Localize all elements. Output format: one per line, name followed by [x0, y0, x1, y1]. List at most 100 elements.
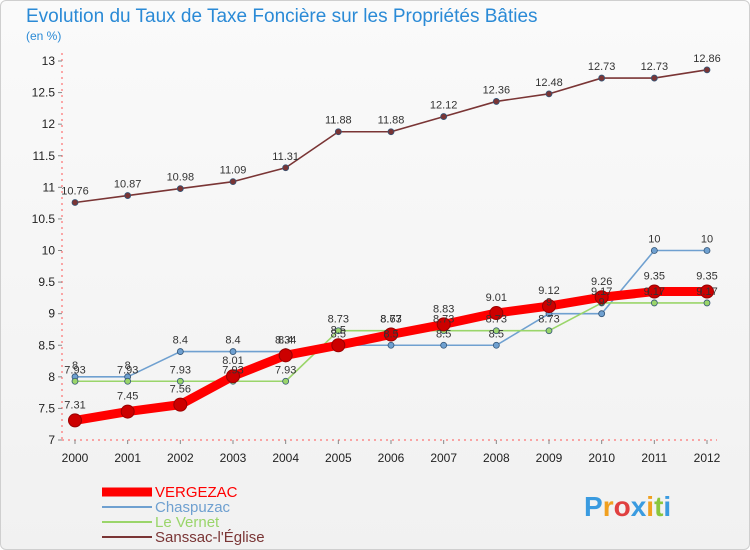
series-point [71, 377, 79, 385]
data-label: 8.73 [538, 314, 559, 326]
data-label: 9.17 [591, 286, 612, 298]
data-label: 9 [599, 297, 605, 309]
series-point [124, 192, 132, 199]
y-tick-label: 7 [48, 433, 55, 447]
data-label: 8.01 [222, 355, 243, 367]
x-tick-label: 2007 [430, 451, 457, 465]
brand-letter: i [663, 491, 671, 522]
chart-title: Evolution du Taux de Taxe Foncière sur l… [26, 6, 538, 27]
y-tick-label: 10 [42, 244, 56, 258]
brand-letter: i [646, 491, 654, 522]
x-tick-label: 2011 [641, 451, 667, 465]
data-label: 9.01 [486, 292, 507, 304]
data-label: 12.36 [483, 84, 511, 96]
x-tick-label: 2000 [62, 451, 89, 465]
data-label: 8.73 [433, 314, 454, 326]
y-tick-label: 12.5 [32, 86, 56, 100]
y-tick-label: 9 [48, 307, 55, 321]
series-point [542, 299, 556, 314]
data-label: 8.73 [328, 314, 349, 326]
data-label: 8.5 [383, 328, 398, 340]
data-label: 9.17 [644, 286, 665, 298]
series-point [124, 377, 132, 385]
data-label: 8 [72, 360, 78, 372]
data-label: 9.26 [591, 276, 612, 288]
series-point [492, 98, 500, 105]
series-point [278, 348, 293, 363]
legend-label: Sanssac-l'Église [155, 529, 265, 546]
data-label: 7.93 [64, 364, 85, 376]
data-label: 9 [546, 297, 552, 309]
data-label: 8.34 [275, 334, 296, 346]
data-label: 9.35 [644, 271, 665, 283]
data-label: 8.5 [331, 324, 346, 336]
y-tick-label: 11 [43, 180, 56, 194]
series-point [650, 74, 658, 82]
data-label: 11.31 [272, 151, 299, 163]
series-point [229, 178, 237, 186]
data-label: 12.48 [535, 77, 563, 89]
data-label: 8.5 [331, 328, 346, 340]
data-label: 9.35 [696, 271, 717, 283]
x-tick-label: 2005 [325, 451, 352, 465]
data-label: 8.5 [436, 328, 451, 340]
data-label: 10 [648, 234, 660, 246]
series-point [71, 199, 79, 206]
series-point [331, 338, 346, 353]
series-point [387, 341, 395, 349]
brand-letter: r [603, 491, 614, 522]
x-tick-label: 2006 [378, 451, 405, 465]
data-label: 7.93 [222, 364, 243, 376]
data-label: 7.56 [170, 384, 191, 396]
data-label: 11.88 [378, 115, 405, 127]
series-point [492, 341, 500, 349]
data-label: 11.88 [325, 115, 352, 127]
series-point [647, 284, 662, 299]
data-label: 8.67 [380, 314, 401, 326]
data-label: 8.4 [278, 335, 293, 347]
chart-subtitle: (en %) [26, 29, 61, 43]
brand-letter: x [631, 491, 647, 522]
x-tick-label: 2003 [220, 451, 247, 465]
series-point [226, 369, 240, 384]
series-point [334, 128, 342, 136]
data-label: 12.73 [588, 61, 616, 73]
series-point [703, 299, 711, 307]
data-label: 9.17 [696, 286, 717, 298]
legend-label: Le Vernet [155, 514, 220, 531]
data-label: 7.93 [117, 364, 138, 376]
series-point [594, 290, 609, 305]
data-label: 7.31 [64, 399, 85, 411]
y-tick-label: 7.5 [38, 401, 55, 415]
series-point [120, 404, 135, 419]
series-point [68, 413, 82, 428]
series-point [384, 327, 398, 342]
series-point [229, 348, 237, 355]
series-point [282, 164, 290, 172]
data-label: 11.09 [220, 165, 247, 177]
series-point [440, 113, 448, 120]
data-label: 10.76 [61, 185, 89, 197]
proxiti-logo: Proxiti [584, 491, 671, 522]
brand-letter: t [654, 491, 663, 522]
y-tick-label: 9.5 [38, 275, 55, 289]
data-label: 8.4 [225, 335, 240, 347]
series-point [387, 128, 395, 136]
series-point [436, 317, 451, 332]
series-point [489, 306, 504, 321]
series-point [176, 348, 184, 355]
series-point [650, 247, 658, 254]
x-tick-label: 2001 [114, 451, 141, 465]
data-label: 10.98 [167, 172, 195, 184]
data-label: 7.93 [275, 364, 296, 376]
data-label: 12.12 [430, 100, 458, 112]
series-point [176, 185, 184, 192]
x-tick-label: 2012 [694, 451, 721, 465]
series-group [68, 66, 714, 428]
y-tick-label: 13 [42, 54, 56, 68]
series-point [334, 327, 342, 335]
data-label: 7.93 [170, 364, 191, 376]
